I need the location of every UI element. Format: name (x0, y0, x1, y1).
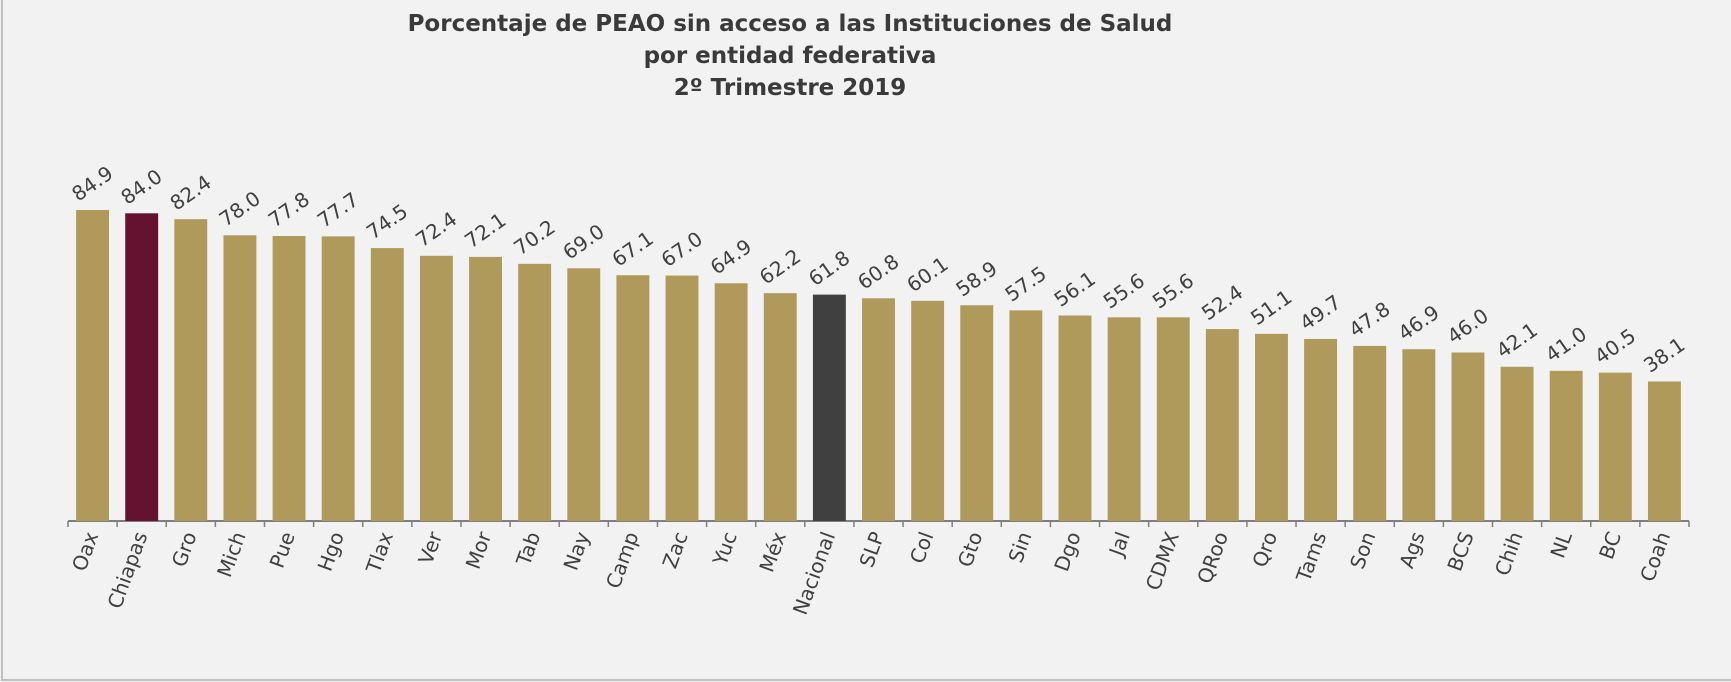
bar (1205, 329, 1239, 521)
bar (911, 300, 945, 521)
chart-title: Porcentaje de PEAO sin acceso a las Inst… (408, 11, 1173, 37)
bar (1156, 317, 1190, 521)
bar (862, 298, 895, 521)
bar (714, 283, 748, 521)
bar (174, 219, 208, 521)
bar (419, 255, 453, 521)
bar (469, 256, 502, 521)
bar (1353, 345, 1387, 521)
bar (125, 213, 159, 521)
bar (223, 235, 257, 521)
chart-title: por entidad federativa (644, 43, 937, 69)
bar (960, 305, 994, 521)
bar (1647, 381, 1681, 521)
bar (1500, 366, 1534, 521)
bar (370, 248, 404, 521)
bar (1451, 352, 1485, 521)
bar (1598, 372, 1632, 521)
bar (1107, 317, 1141, 521)
bar (518, 263, 552, 521)
bar (1058, 315, 1092, 521)
bar (321, 236, 355, 521)
chart-title: 2º Trimestre 2019 (674, 75, 907, 101)
bar (812, 294, 846, 521)
bar (665, 275, 699, 521)
bar (1255, 333, 1288, 521)
bar (1402, 349, 1436, 521)
bar (1009, 310, 1043, 521)
bar (1304, 338, 1338, 521)
bar (76, 210, 110, 521)
bar (763, 293, 797, 521)
bar (1549, 370, 1583, 521)
bar (272, 236, 306, 521)
bar (567, 268, 601, 521)
bar (616, 275, 650, 521)
